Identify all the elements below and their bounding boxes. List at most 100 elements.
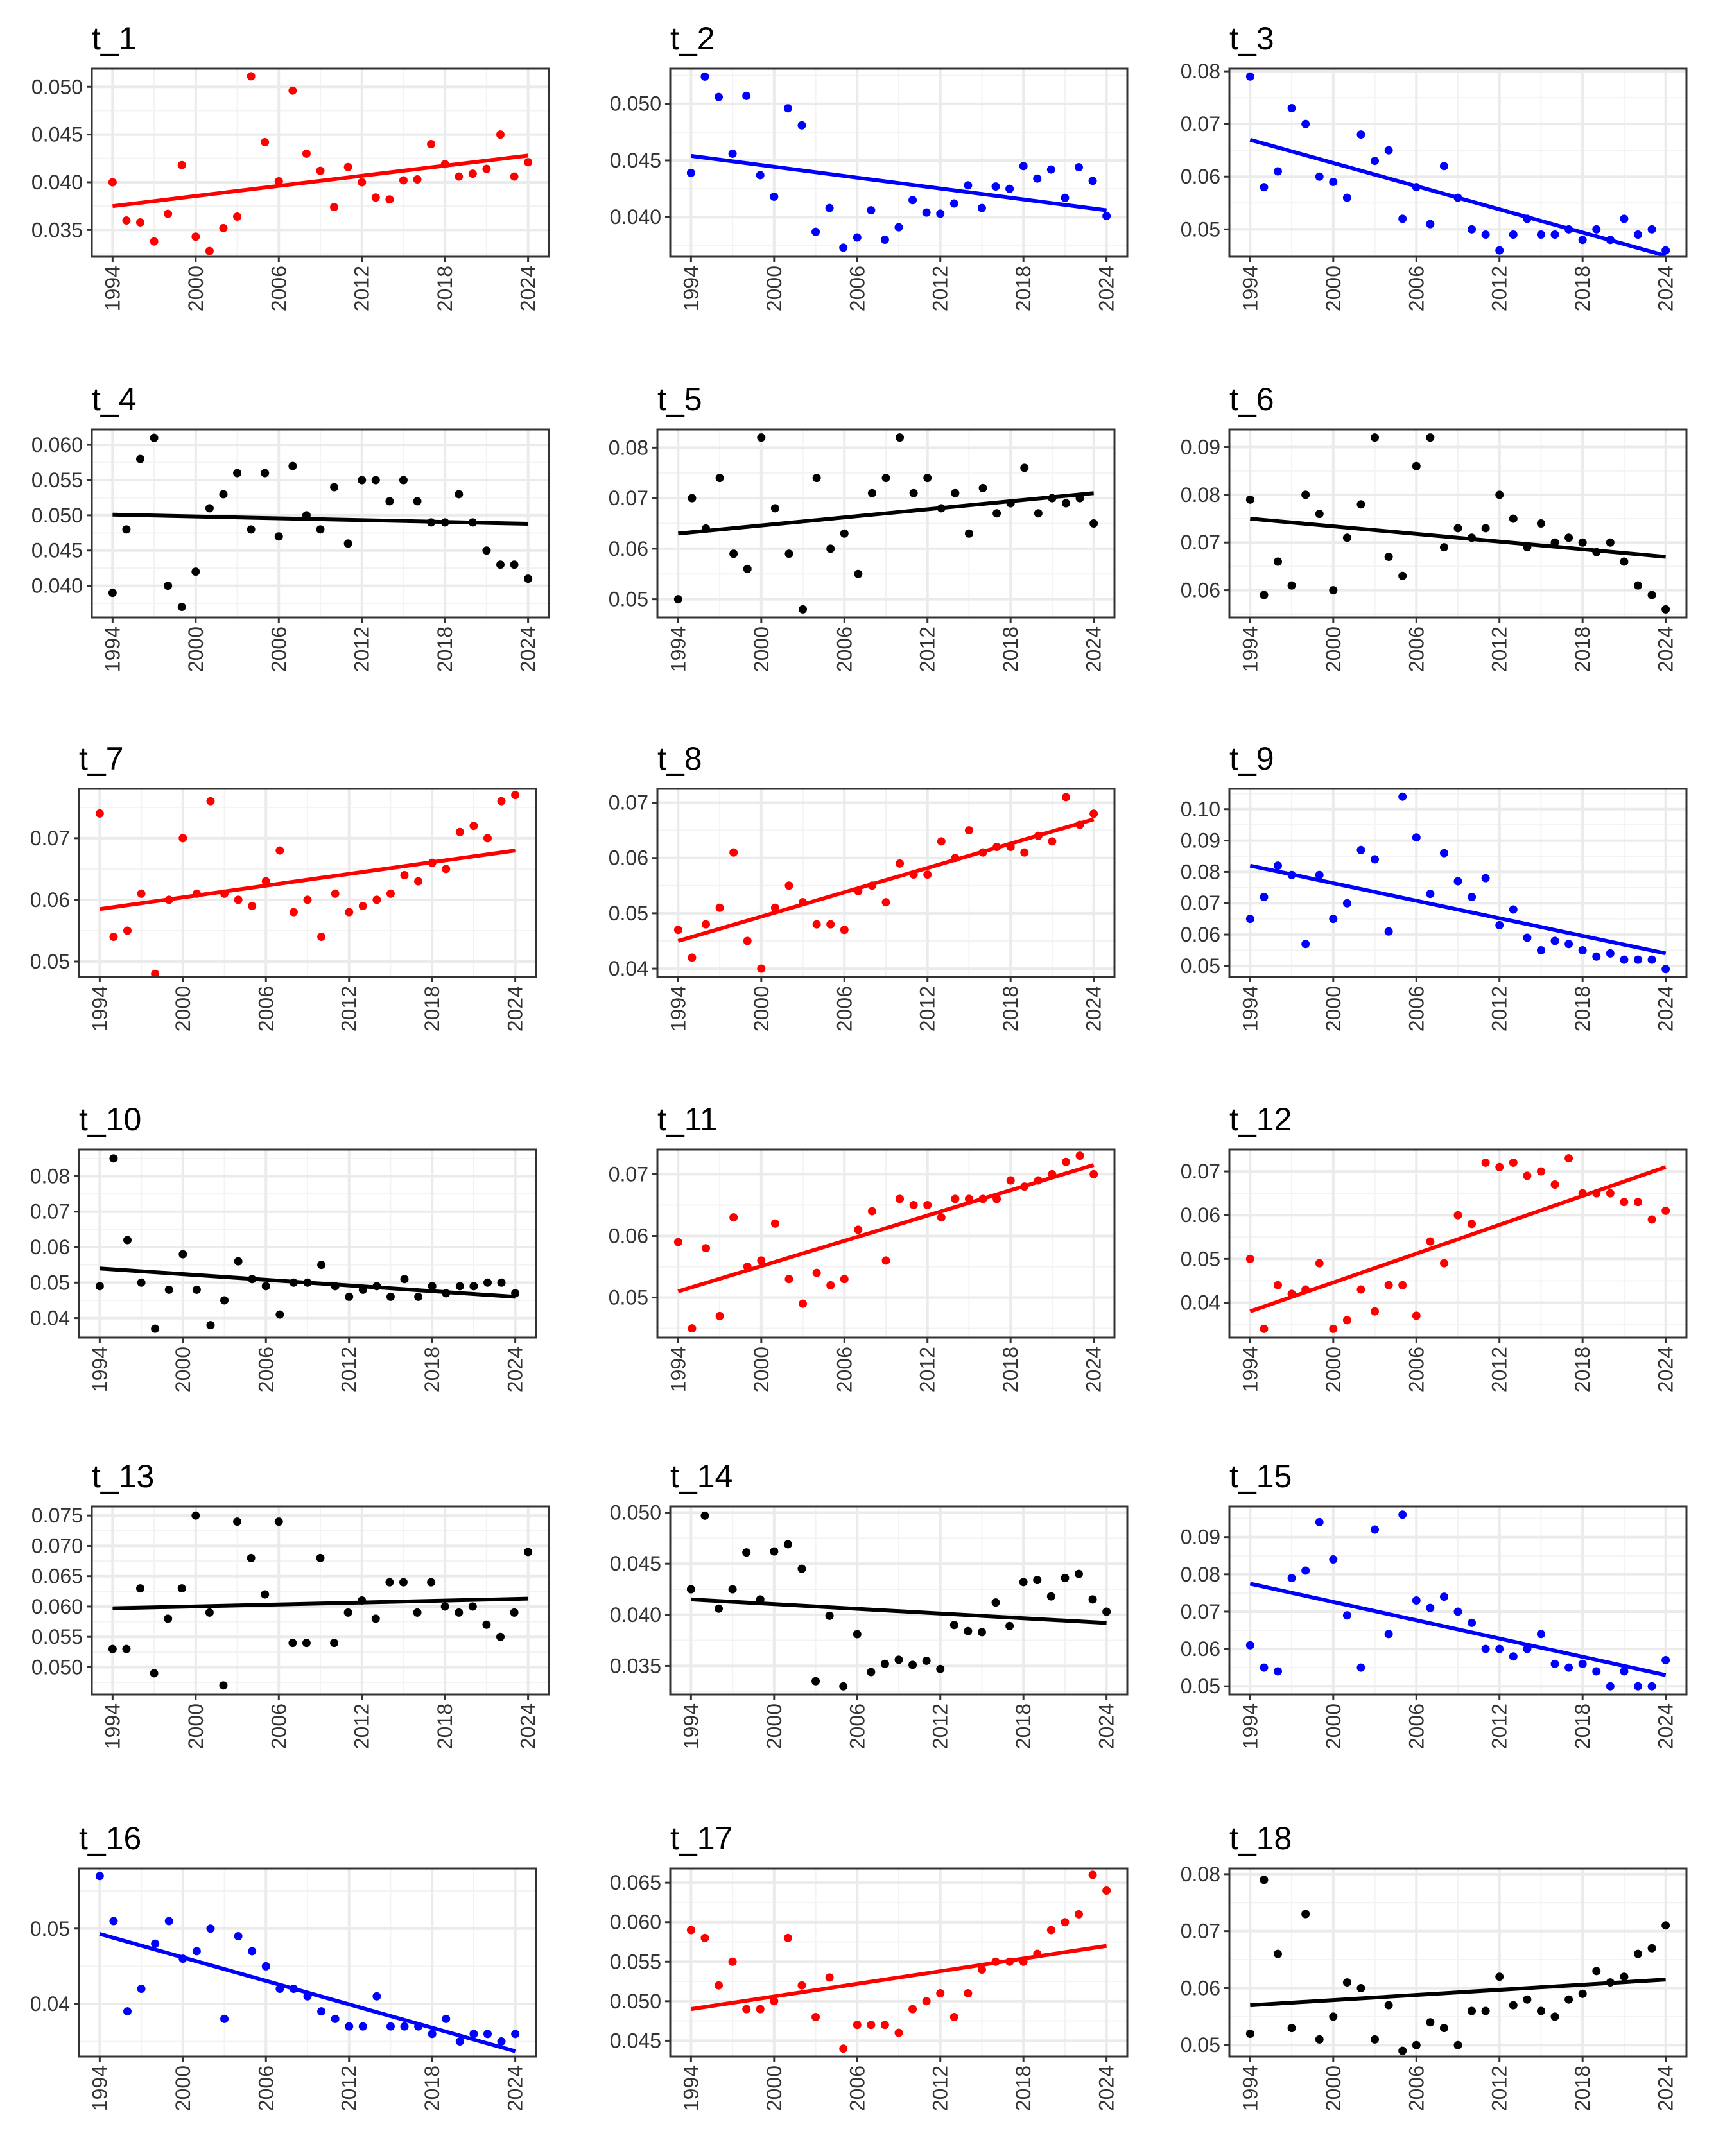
- data-point: [1439, 543, 1448, 552]
- data-point: [770, 1219, 779, 1228]
- panel-t-5: t_5 0.05 0.06 0.07 0.08 1994 2000 2006 2012 2018 2…: [609, 381, 1116, 672]
- data-point: [219, 490, 228, 499]
- data-point: [1523, 1171, 1532, 1180]
- data-point: [385, 195, 394, 204]
- data-point: [797, 121, 806, 130]
- data-point: [1426, 2018, 1435, 2027]
- trend-line: [677, 1163, 1095, 1293]
- y-tick-label: 0.08: [1181, 483, 1220, 506]
- data-point: [1301, 1566, 1310, 1575]
- data-point: [177, 160, 186, 169]
- data-point: [1102, 1886, 1111, 1895]
- data-point: [192, 1285, 201, 1294]
- data-point: [1260, 1663, 1269, 1672]
- data-point: [826, 544, 835, 553]
- data-point: [1495, 1162, 1504, 1171]
- data-point: [757, 1256, 766, 1265]
- data-point: [688, 953, 697, 962]
- data-point: [839, 243, 848, 252]
- data-point: [1356, 1983, 1365, 1992]
- data-point: [1371, 1525, 1380, 1534]
- data-point: [1536, 945, 1545, 954]
- data-point: [799, 1299, 808, 1308]
- data-point: [261, 138, 270, 147]
- panel-t-12: t_12 0.04 0.05 0.06 0.07 1994 2000 2006 2012 2018…: [1181, 1101, 1688, 1392]
- data-point: [1509, 514, 1518, 523]
- data-point: [1620, 1972, 1629, 1981]
- data-point: [1287, 2024, 1296, 2033]
- plot-border: [78, 788, 537, 978]
- plot-border: [656, 428, 1116, 619]
- data-point: [1061, 499, 1070, 508]
- data-point: [511, 791, 520, 800]
- data-point: [442, 865, 451, 874]
- data-point: [1329, 2012, 1338, 2021]
- y-tick-label: 0.065: [31, 1565, 83, 1588]
- data-point: [482, 546, 491, 555]
- data-point: [1005, 1621, 1014, 1630]
- x-tick-label: 2000: [184, 1703, 207, 1749]
- data-point: [977, 203, 986, 212]
- data-point: [909, 488, 918, 497]
- y-tick-label: 0.040: [610, 1603, 661, 1626]
- x-tick-label: 1994: [679, 1703, 702, 1749]
- data-point: [743, 564, 752, 573]
- plot-border: [78, 1148, 537, 1339]
- data-point: [400, 870, 409, 879]
- data-point: [1356, 500, 1365, 509]
- data-point: [206, 797, 215, 806]
- data-point: [1371, 157, 1380, 166]
- data-point: [1384, 1281, 1393, 1289]
- data-point: [894, 1655, 903, 1664]
- data-point: [288, 1639, 297, 1648]
- data-point: [1342, 193, 1351, 202]
- data-point: [1550, 1659, 1559, 1668]
- data-point: [1274, 861, 1283, 870]
- data-point: [358, 2022, 367, 2031]
- data-point: [1453, 524, 1462, 533]
- data-point: [1342, 1316, 1351, 1325]
- data-point: [1647, 225, 1656, 234]
- data-point: [261, 1282, 270, 1291]
- trend-line: [690, 1944, 1107, 2012]
- data-point: [812, 474, 821, 483]
- y-tick-label: 0.050: [610, 92, 661, 116]
- y-tick-label: 0.07: [609, 487, 648, 510]
- data-point: [399, 1578, 408, 1587]
- data-point: [700, 1511, 709, 1520]
- panel-t-6: t_6 0.06 0.07 0.08 0.09 1994 2000 2006 2012 2018 2…: [1181, 381, 1688, 672]
- x-tick-label: 2000: [1322, 626, 1345, 672]
- x-tick-label: 2000: [1322, 1347, 1345, 1392]
- x-tick-label: 2018: [1571, 1703, 1594, 1749]
- data-point: [964, 1989, 973, 1998]
- data-point: [896, 433, 905, 442]
- data-point: [413, 175, 422, 184]
- data-point: [783, 1540, 792, 1549]
- data-point: [1426, 1237, 1435, 1246]
- data-point: [510, 172, 519, 181]
- data-point: [317, 2007, 326, 2016]
- data-point: [317, 1261, 326, 1270]
- data-point: [839, 1682, 848, 1691]
- data-point: [1633, 1198, 1642, 1207]
- data-point: [728, 1585, 737, 1594]
- data-point: [1274, 1281, 1283, 1289]
- data-point: [122, 525, 131, 534]
- y-tick-label: 0.07: [609, 1162, 648, 1186]
- x-tick-label: 2000: [763, 2065, 786, 2111]
- data-point: [1384, 553, 1393, 562]
- data-point: [1620, 955, 1629, 964]
- panel-title: t_3: [1229, 21, 1274, 56]
- x-tick-label: 1994: [666, 986, 689, 1031]
- data-point: [1633, 1682, 1642, 1691]
- x-tick-label: 2012: [351, 266, 374, 311]
- panel-title: t_8: [657, 741, 702, 777]
- data-point: [372, 895, 381, 904]
- data-point: [1245, 1254, 1254, 1263]
- data-point: [164, 1917, 173, 1926]
- y-tick-label: 0.035: [31, 218, 83, 241]
- x-tick-label: 2012: [929, 2065, 952, 2111]
- data-point: [1578, 236, 1587, 245]
- x-tick-label: 2012: [1488, 2065, 1511, 2111]
